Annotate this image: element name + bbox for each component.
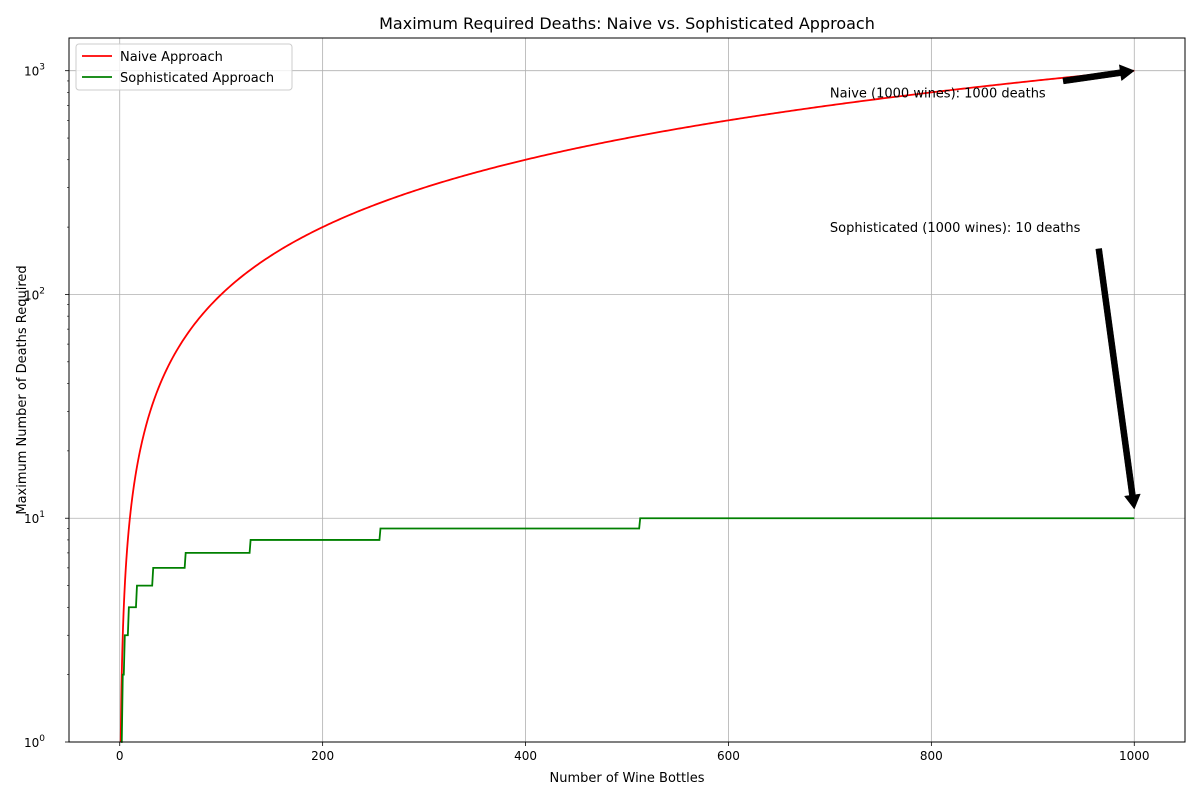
annotation-label: Naive (1000 wines): 1000 deaths [830, 86, 1046, 101]
x-axis-ticks: 0 200 400 600 800 1000 [116, 742, 1150, 763]
x-tick-label: 400 [514, 749, 537, 763]
chart-title: Maximum Required Deaths: Naive vs. Sophi… [379, 14, 875, 33]
y-axis-label: Maximum Number of Deaths Required [15, 265, 30, 514]
annotation-arrow [1062, 64, 1135, 85]
annotations: Naive (1000 wines): 1000 deaths Sophistic… [830, 64, 1141, 510]
annotation-arrow [1095, 248, 1141, 510]
series-line-sophisticated [120, 517, 1135, 743]
x-tick-label: 0 [116, 749, 124, 763]
plot-frame [68, 37, 1186, 743]
x-tick-label: 200 [311, 749, 334, 763]
x-tick-label: 800 [920, 749, 943, 763]
series-layer [119, 69, 1135, 743]
x-axis-label: Number of Wine Bottles [549, 771, 704, 786]
legend: Naive Approach Sophisticated Approach [75, 43, 293, 91]
series-line-naive [119, 69, 1135, 743]
annotation-label: Sophisticated (1000 wines): 10 deaths [830, 221, 1081, 236]
legend-box [75, 43, 293, 91]
x-tick-label: 1000 [1119, 749, 1150, 763]
x-tick-label: 600 [717, 749, 740, 763]
legend-label-naive: Naive Approach [120, 50, 223, 65]
legend-label-sophisticated: Sophisticated Approach [120, 71, 274, 86]
